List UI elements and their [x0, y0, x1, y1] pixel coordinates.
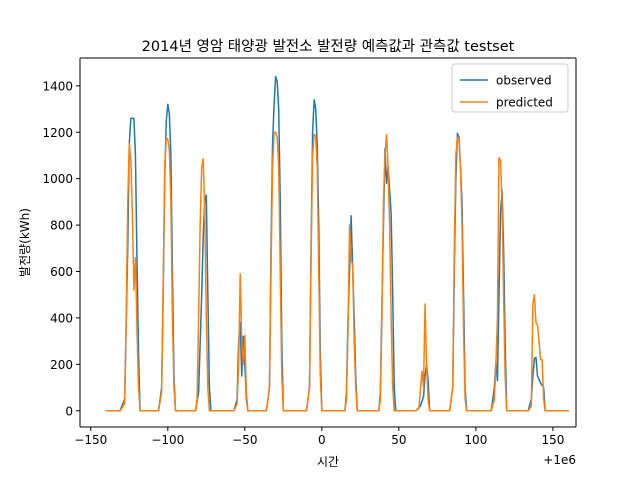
y-tick-label: 1400	[42, 79, 73, 93]
x-tick-label: 50	[391, 433, 406, 447]
x-tick-label: −150	[74, 433, 107, 447]
legend-label-predicted: predicted	[496, 96, 553, 110]
x-tick-label: −100	[151, 433, 184, 447]
legend: observed predicted	[451, 63, 569, 113]
x-tick-label: −50	[232, 433, 257, 447]
x-axis-title: 시간	[317, 455, 339, 469]
series-layer	[105, 75, 570, 412]
series-line-predicted	[105, 131, 570, 412]
x-tick-label: 150	[541, 433, 564, 447]
x-axis-offset-label: +1e6	[543, 453, 576, 467]
chart-title: 2014년 영암 태양광 발전소 발전량 예측값과 관측값 testset	[142, 38, 515, 55]
y-tick-label: 800	[50, 219, 73, 233]
y-tick-label: 0	[65, 404, 73, 418]
x-axis: −150 −100 −50 0 50 100 150	[74, 427, 564, 447]
plot-background	[80, 58, 576, 427]
y-tick-label: 1200	[42, 126, 73, 140]
y-axis-title: 발전량(kWh)	[18, 208, 32, 277]
y-tick-label: 1000	[42, 172, 73, 186]
legend-box	[451, 63, 569, 113]
plot-area	[79, 57, 577, 428]
x-tick-label: 100	[464, 433, 487, 447]
y-tick-label: 600	[50, 265, 73, 279]
y-tick-label: 400	[50, 311, 73, 325]
x-tick-label: 0	[318, 433, 326, 447]
y-tick-label: 200	[50, 358, 73, 372]
legend-label-observed: observed	[496, 74, 552, 88]
y-axis: 0 200 400 600 800 1000 1200 1400	[42, 79, 80, 418]
